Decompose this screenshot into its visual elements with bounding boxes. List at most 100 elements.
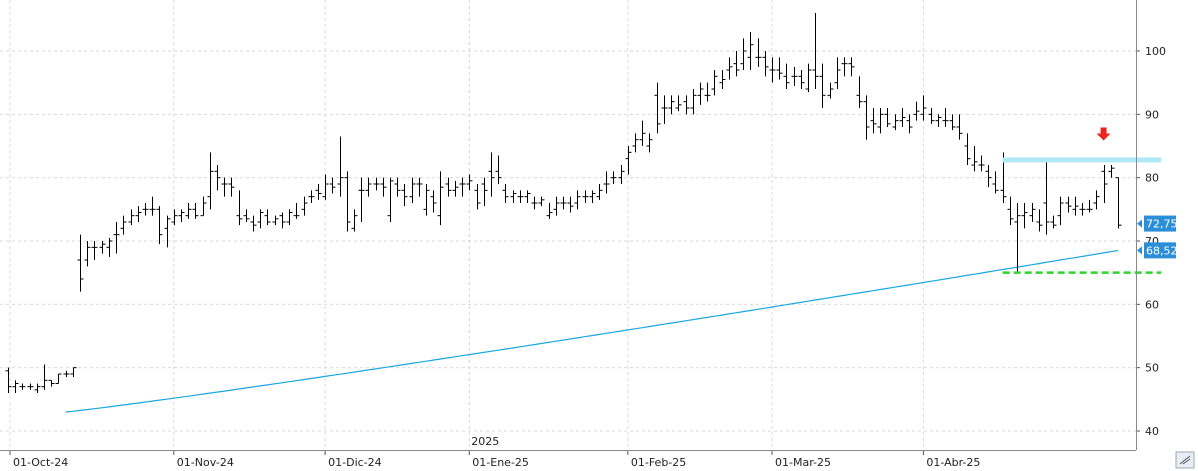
- ohlc-bar: [848, 57, 855, 77]
- ohlc-bar: [1086, 199, 1093, 213]
- x-tick-label: 01-Oct-24: [13, 456, 68, 469]
- current-price-label: 72,75: [1137, 215, 1178, 232]
- moving-average-label: 68,52: [1137, 242, 1178, 259]
- ohlc-bar: [769, 57, 776, 83]
- ohlc-bar: [322, 174, 329, 200]
- ohlc-bar: [1043, 158, 1050, 235]
- ohlc-bar: [1079, 203, 1086, 216]
- ohlc-bar: [639, 120, 646, 146]
- ohlc-bar: [935, 114, 942, 127]
- levels-layer: [1002, 127, 1162, 274]
- ohlc-bar: [1050, 215, 1057, 229]
- ohlc-bar: [697, 82, 704, 105]
- ohlc-bar: [365, 177, 372, 197]
- ohlc-bar: [279, 212, 286, 229]
- ohlc-bar: [236, 190, 243, 226]
- ohlc-bar: [726, 57, 733, 80]
- ohlc-bar: [949, 114, 956, 131]
- ohlc-bar: [257, 209, 264, 229]
- ohlc-bar: [531, 196, 538, 210]
- ohlc-bar: [812, 13, 819, 89]
- ohlc-bar: [1014, 203, 1021, 273]
- ohlc-bar: [920, 95, 927, 121]
- ohlc-bar: [899, 108, 906, 127]
- ohlc-bar: [553, 196, 560, 216]
- ohlc-bar: [740, 38, 747, 70]
- ohlc-bar: [704, 82, 711, 102]
- ohlc-bar: [106, 237, 113, 257]
- ohlc-bar: [783, 63, 790, 89]
- ohlc-bar: [1029, 203, 1036, 222]
- ohlc-bar: [41, 364, 48, 390]
- ohlc-bar: [538, 196, 545, 207]
- x-tick-label: 01-Dic-24: [328, 456, 382, 469]
- ohlc-bar: [870, 108, 877, 134]
- ohlc-bar: [747, 32, 754, 70]
- ohlc-bar: [12, 380, 19, 393]
- ohlc-bar: [178, 209, 185, 222]
- ohlc-bar: [401, 184, 408, 207]
- ohlc-bar: [394, 177, 401, 197]
- price-labels-layer: 72,75 68,52: [1137, 215, 1178, 259]
- ohlc-bar: [142, 203, 149, 216]
- ohlc-bar: [625, 146, 632, 175]
- ohlc-bar: [964, 133, 971, 165]
- ohlc-bar: [264, 209, 271, 226]
- ohlc-bar: [315, 184, 322, 200]
- ohlc-bar: [200, 196, 207, 217]
- ohlc-bar: [1115, 177, 1122, 229]
- current-price-label-text: 72,75: [1146, 218, 1178, 231]
- ohlc-bar: [192, 203, 199, 219]
- ohlc-bar: [293, 203, 300, 219]
- ohlc-bar: [524, 190, 531, 203]
- ohlc-bar: [373, 177, 380, 191]
- ohlc-bar: [437, 171, 444, 226]
- ohlc-bar: [135, 206, 142, 222]
- ohlc-bar: [466, 174, 473, 191]
- ohlc-bar: [755, 38, 762, 67]
- ohlc-bar: [221, 177, 228, 197]
- ohlc-bar: [185, 203, 192, 219]
- ohlc-bar: [791, 66, 798, 86]
- ohlc-bar: [474, 184, 481, 210]
- y-tick-label: 40: [1145, 425, 1159, 438]
- resistance-band: [1002, 157, 1162, 163]
- ohlc-bar: [1007, 196, 1014, 226]
- ohlc-bar: [214, 165, 221, 191]
- y-tick-label: 100: [1145, 45, 1166, 58]
- ohlc-bar: [1057, 196, 1064, 226]
- ohlc-bar: [1101, 165, 1108, 203]
- ohlc-bar: [358, 177, 365, 222]
- ohlc-bar: [481, 177, 488, 207]
- x-tick-label: 01-Ene-25: [472, 456, 529, 469]
- ohlc-bar: [956, 114, 963, 140]
- ohlc-bar: [1072, 196, 1079, 216]
- ohlc-bar: [502, 184, 509, 203]
- y-tick-label: 60: [1145, 298, 1159, 311]
- ohlc-bar: [171, 209, 178, 226]
- ohlc-bar: [84, 241, 91, 267]
- price-bars-layer: [5, 13, 1122, 393]
- ohlc-bar: [877, 108, 884, 134]
- ohlc-bar: [661, 95, 668, 124]
- ohlc-bar: [971, 146, 978, 172]
- ohlc-bar: [719, 70, 726, 89]
- ohlc-bar: [618, 165, 625, 184]
- ohlc-bar: [805, 63, 812, 93]
- ohlc-bar: [762, 51, 769, 77]
- ohlc-bar: [733, 51, 740, 77]
- y-tick-label: 80: [1145, 172, 1159, 185]
- ohlc-bar: [560, 196, 567, 210]
- moving-average-label-pointer: [1137, 246, 1142, 255]
- ohlc-bar: [683, 95, 690, 115]
- moving-average-label-text: 68,52: [1146, 244, 1178, 257]
- ohlc-bar: [286, 209, 293, 226]
- x-tick-label: 01-Nov-24: [177, 456, 234, 469]
- ohlc-bar: [675, 95, 682, 112]
- ohlc-bar: [48, 379, 55, 387]
- ohlc-bar: [827, 82, 834, 99]
- ohlc-bar: [149, 196, 156, 216]
- ohlc-bar: [819, 63, 826, 108]
